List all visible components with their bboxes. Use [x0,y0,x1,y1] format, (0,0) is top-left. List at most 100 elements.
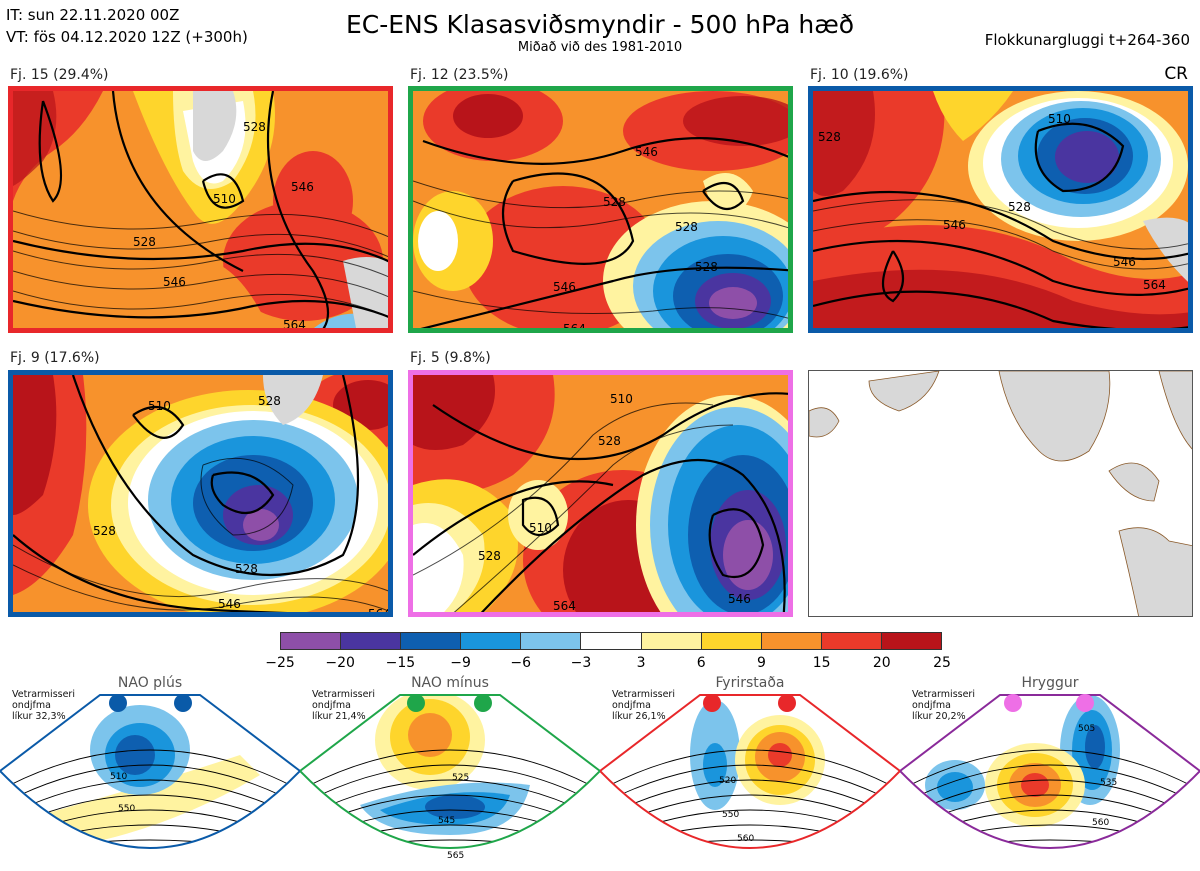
regime-dot [1076,694,1094,712]
contour-label-1: 546 [291,180,314,194]
contour-label-4: 528 [695,260,718,274]
initial-time: IT: sun 22.11.2020 00Z [6,6,180,24]
colorbar-tick: 3 [636,655,646,671]
contour-label-5: 546 [163,275,186,289]
note-line: líkur 26,1% [612,711,666,722]
colorbar-swatch-6 [641,633,702,649]
valid-time: VT: fös 04.12.2020 12Z (+300h) [6,28,248,46]
contour-label: 535 [1100,778,1117,788]
contour-label: 550 [722,810,739,820]
note-line: líkur 21,4% [312,711,366,722]
contour-label-6: 528 [258,394,281,408]
contour-label-3: 510 [213,192,236,206]
regime-dot [407,694,425,712]
regime-note: Vetrarmisseri ondjfma líkur 21,4% [312,689,375,722]
regime-dot [1004,694,1022,712]
regime-border [900,694,1200,849]
regime-ridge: Hryggur Vetrarmisseri ondjfma líkur 20,2… [900,675,1200,871]
contour-label-4: 528 [243,120,266,134]
contour-label: 550 [118,804,135,814]
regime-name: Hryggur [1021,675,1079,691]
contour-label-2: 528 [133,235,156,249]
contour-label: 520 [719,776,736,786]
regime-dot [703,694,721,712]
contour-label-6: 564 [563,322,586,333]
contour-label-4: 564 [1143,278,1166,292]
colorbar-swatch-9 [821,633,882,649]
regime-note: Vetrarmisseri ondjfma líkur 20,2% [912,689,975,722]
colorbar-tick: 25 [933,655,951,671]
regime-blocking: Fyrirstaða Vetrarmisseri ondjfma líkur 2… [600,675,900,871]
regime-nao-minus: NAO mínus Vetrarmisseri ondjfma líkur 21… [300,675,600,871]
regime-name: Fyrirstaða [715,675,785,691]
regime-border [300,694,600,849]
contour-label-5: 546 [1113,255,1136,269]
note-line: ondjfma [312,700,351,711]
regime-nao-plus: NAO plús Vetrarmisseri ondjfma líkur 32,… [0,675,300,871]
contour-label-2: 528 [1008,200,1031,214]
regime-border [600,694,900,849]
colorbar-swatch-5 [581,633,642,649]
contour-label-2: 528 [603,195,626,209]
contour-label-6: 528 [818,130,841,144]
colorbar-ticks: −25 −20 −15 −9 −6 −3 3 6 9 15 20 25 [0,655,1200,675]
contour-label-1: 546 [635,145,658,159]
contour-label-2: 528 [598,434,621,448]
note-line: Vetrarmisseri [912,689,975,700]
contour-label-3: 546 [943,218,966,232]
regime-dot [474,694,492,712]
regime-name: NAO plús [117,675,183,691]
regime-border [0,694,300,849]
contour-label-5: 546 [553,280,576,294]
contour-label-4: 528 [478,549,501,563]
contour-label: 510 [110,772,127,782]
colorbar-tick: −9 [450,655,471,671]
note-line: Vetrarmisseri [12,689,75,700]
colorbar-tick: 20 [872,655,891,671]
colorbar-swatch-2 [401,633,462,649]
contour-label: 525 [452,773,469,783]
note-line: líkur 32,3% [12,711,66,722]
colorbar-tick: −20 [325,655,355,671]
colorbar-tick: −6 [510,655,532,671]
contour-label-5: 564 [368,607,391,617]
cr-tag: CR [1164,64,1188,84]
colorbar-swatch-4 [521,633,582,649]
regime-name: NAO mínus [411,675,489,691]
panel-label-1: Fj. 15 (29.4%) [10,67,109,83]
contour-label-2: 510 [148,399,171,413]
header-left: IT: sun 22.11.2020 00Z VT: fös 04.12.202… [6,4,248,48]
colorbar-swatch-1 [341,633,402,649]
note-line: ondjfma [612,700,651,711]
contour-label-5: 546 [728,592,751,606]
colorbar-tick: 6 [696,655,706,671]
colorbar-swatch-0 [281,633,342,649]
contour-label: 560 [737,834,754,844]
cluster-map-4: 528 510 528 546 564 528 [8,370,393,617]
contour-label: 560 [1092,818,1109,828]
colorbar-swatch-8 [761,633,822,649]
note-line: Vetrarmisseri [312,689,375,700]
contour-label: 545 [438,816,455,826]
colorbar-tick: 9 [756,655,766,671]
cluster-map-3: 510 528 546 564 546 528 [808,86,1193,333]
contour-label-1: 510 [1048,112,1071,126]
cluster-map-2: 546 528 528 528 546 564 [408,86,793,333]
note-line: ondjfma [12,700,51,711]
regime-dot [109,694,127,712]
contour-label-4: 546 [218,597,241,611]
page-title: EC-ENS Klasasviðsmyndir - 500 hPa hæð [345,10,855,39]
regime-dot [174,694,192,712]
contour-label: 505 [1078,724,1095,734]
contour-label-1: 510 [610,392,633,406]
note-line: líkur 20,2% [912,711,966,722]
page-subtitle: Miðað við des 1981-2010 [517,40,683,55]
panel-label-5: Fj. 5 (9.8%) [410,350,491,366]
colorbar-swatch-7 [701,633,762,649]
colorbar-swatch-10 [881,633,942,649]
contour-label-6: 564 [283,318,306,332]
note-line: ondjfma [912,700,951,711]
colorbar [280,632,942,650]
regime-dot [778,694,796,712]
cluster-map-5: 510 528 510 528 546 564 [408,370,793,617]
